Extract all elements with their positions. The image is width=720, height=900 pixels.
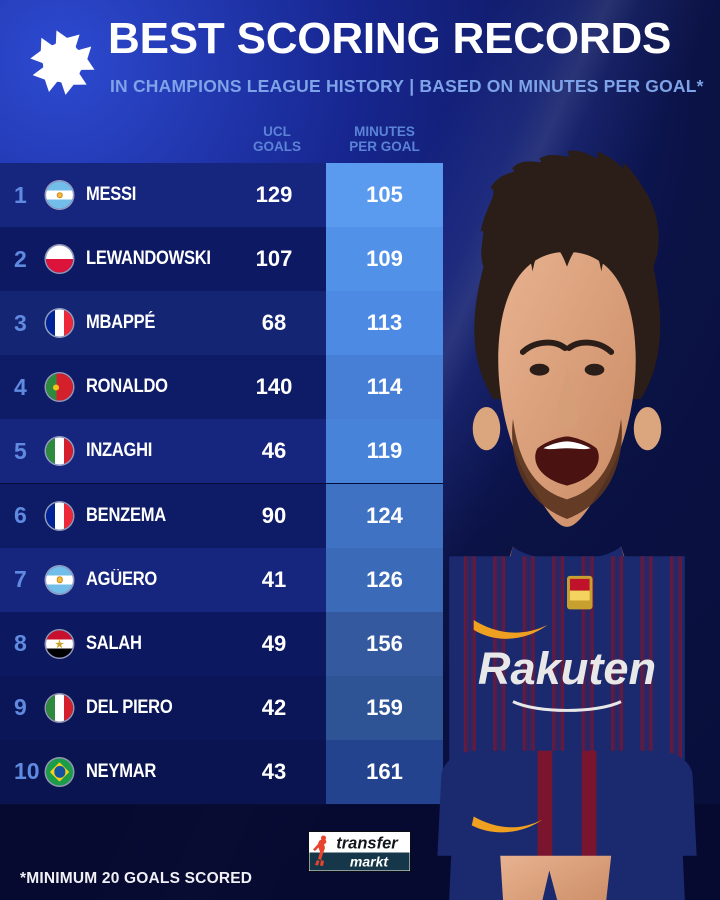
svg-text:Rakuten: Rakuten [478, 643, 656, 694]
svg-text:transfer: transfer [336, 835, 399, 853]
svg-text:markt: markt [350, 854, 389, 870]
